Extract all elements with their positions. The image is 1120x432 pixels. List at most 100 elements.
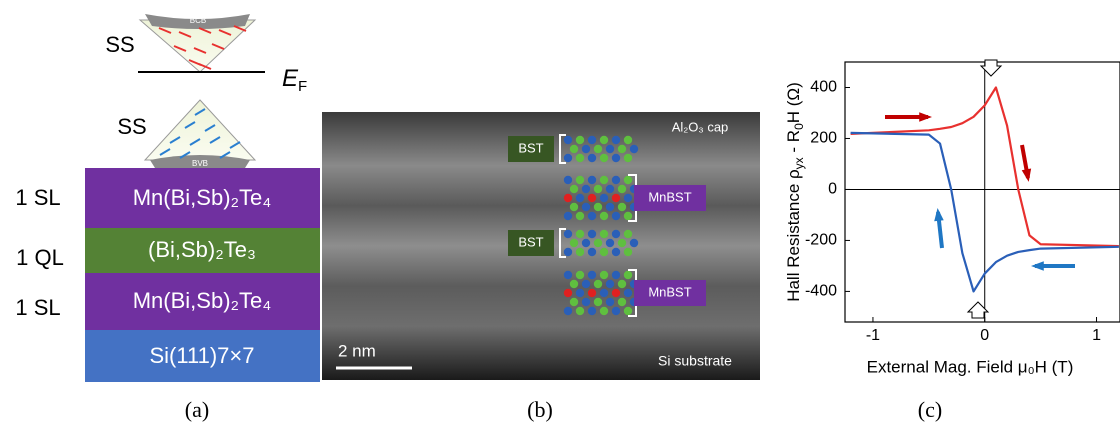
block-label: BST xyxy=(518,234,543,249)
atom xyxy=(618,239,626,247)
block-label: MnBST xyxy=(648,189,691,204)
atom xyxy=(588,248,596,256)
band-label: BVB xyxy=(192,159,208,168)
atom xyxy=(582,298,590,306)
atom xyxy=(600,212,608,220)
atom xyxy=(564,271,572,279)
arrow-head xyxy=(1031,261,1044,271)
cone xyxy=(145,100,255,160)
atom xyxy=(564,248,572,256)
atom xyxy=(612,230,620,238)
y-tick-label: -400 xyxy=(805,283,837,300)
figure: BCB SS EF BVB SS Mn(Bi,Sb)₂Te₄ (Bi,Sb)₂T… xyxy=(0,0,1120,432)
atom xyxy=(564,194,572,202)
y-tick-label: 400 xyxy=(810,79,837,96)
atom xyxy=(600,154,608,162)
atom xyxy=(576,307,584,315)
band-label: BCB xyxy=(190,16,206,25)
ss-label: SS xyxy=(117,114,146,139)
atom xyxy=(618,185,626,193)
y-tick-label: 200 xyxy=(810,130,837,147)
caption: (c) xyxy=(918,397,942,422)
atom xyxy=(594,239,602,247)
atom xyxy=(588,176,596,184)
y-tick-label: 0 xyxy=(828,181,837,198)
atom xyxy=(612,271,620,279)
atom xyxy=(564,307,572,315)
atom xyxy=(600,230,608,238)
arrow-head xyxy=(919,112,932,122)
atom xyxy=(576,194,584,202)
atom xyxy=(576,248,584,256)
atom xyxy=(576,176,584,184)
scale-label: 2 nm xyxy=(338,341,376,360)
atom xyxy=(624,154,632,162)
y-axis-label-part: - R xyxy=(784,130,803,157)
atom xyxy=(582,280,590,288)
atom xyxy=(588,307,596,315)
atom xyxy=(624,136,632,144)
atom xyxy=(606,145,614,153)
atom xyxy=(588,271,596,279)
atom xyxy=(624,194,632,202)
atom xyxy=(624,271,632,279)
atom xyxy=(582,239,590,247)
layer-label: (Bi,Sb)₂Te₃ xyxy=(148,237,256,262)
layer-count: 1 SL xyxy=(15,295,60,320)
atom xyxy=(588,136,596,144)
atom xyxy=(624,248,632,256)
atom xyxy=(594,185,602,193)
atom xyxy=(612,212,620,220)
atom xyxy=(624,230,632,238)
x-tick-label: 0 xyxy=(980,327,989,344)
atom xyxy=(600,271,608,279)
atom xyxy=(576,154,584,162)
block-label: MnBST xyxy=(648,284,691,299)
atom xyxy=(606,280,614,288)
atom xyxy=(570,145,578,153)
atom xyxy=(618,145,626,153)
atom xyxy=(624,176,632,184)
atom xyxy=(606,185,614,193)
atom xyxy=(612,194,620,202)
atom xyxy=(570,239,578,247)
arrow-head xyxy=(934,208,944,221)
atom xyxy=(582,203,590,211)
atom xyxy=(576,136,584,144)
atom xyxy=(564,289,572,297)
atom xyxy=(612,248,620,256)
y-axis-label-part: Hall Resistance ρ xyxy=(784,169,803,302)
atom xyxy=(594,203,602,211)
atom xyxy=(600,176,608,184)
atom xyxy=(612,289,620,297)
atom xyxy=(576,212,584,220)
atom xyxy=(570,185,578,193)
y-axis-label-part: H (Ω) xyxy=(784,82,803,123)
fermi-e: E xyxy=(282,65,299,92)
x-tick-label: 1 xyxy=(1092,327,1101,344)
layer-label: Mn(Bi,Sb)₂Te₄ xyxy=(133,288,272,313)
layer-label: Si(111)7×7 xyxy=(150,343,255,368)
atom xyxy=(594,298,602,306)
fermi-label: EF xyxy=(282,65,307,95)
atom xyxy=(612,307,620,315)
arrow-head xyxy=(1022,169,1031,182)
layer-count: 1 SL xyxy=(15,185,60,210)
atom xyxy=(588,230,596,238)
atom xyxy=(600,248,608,256)
x-tick-label: -1 xyxy=(866,327,880,344)
atom xyxy=(564,136,572,144)
cap-label: Al₂O₃ cap xyxy=(672,119,729,134)
atom xyxy=(582,185,590,193)
atom xyxy=(594,280,602,288)
atom xyxy=(564,176,572,184)
y-tick-label: -200 xyxy=(805,232,837,249)
atom xyxy=(630,145,638,153)
ss-label: SS xyxy=(105,32,134,57)
layer-label: Mn(Bi,Sb)₂Te₄ xyxy=(133,185,272,210)
caption: (b) xyxy=(527,397,553,422)
atom xyxy=(600,289,608,297)
atom xyxy=(588,289,596,297)
atom xyxy=(624,289,632,297)
